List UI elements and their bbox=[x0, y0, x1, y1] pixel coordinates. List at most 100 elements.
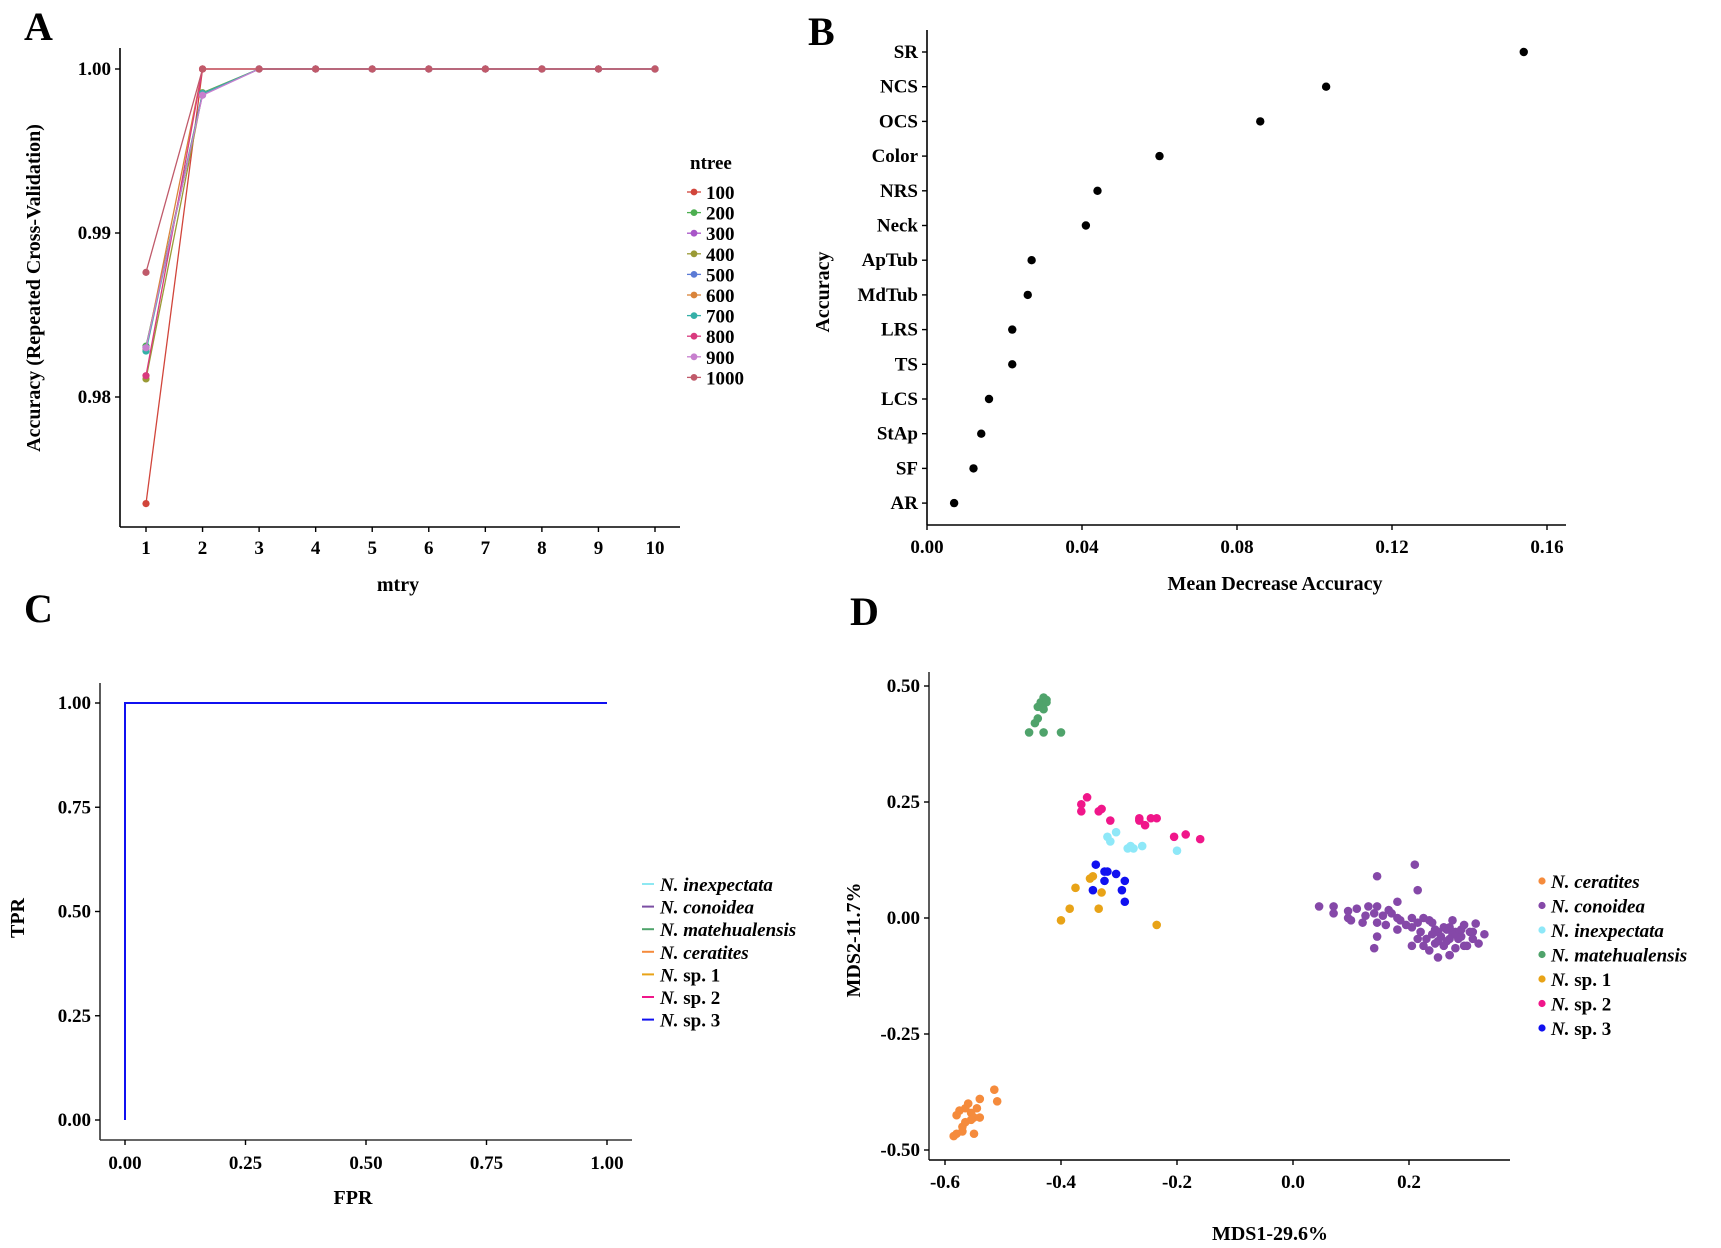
legend-genus: N. bbox=[659, 1011, 678, 1032]
y-axis-title: Accuracy bbox=[812, 251, 834, 332]
y-tick-label: StAp bbox=[877, 424, 918, 445]
mds-point-conoidea bbox=[1361, 911, 1370, 920]
mds-point-sp-2 bbox=[1082, 793, 1092, 802]
mds-point-conoidea bbox=[1462, 941, 1472, 951]
legend-epithet: matehualensis bbox=[683, 920, 796, 941]
data-point-ntree-1000 bbox=[538, 65, 546, 73]
mds-point-inexpectata bbox=[1137, 841, 1147, 851]
mds-point-conoidea bbox=[1329, 909, 1338, 918]
y-tick-label: Neck bbox=[877, 216, 919, 237]
mds-point-conoidea bbox=[1410, 860, 1420, 869]
y-tick-label: 0.99 bbox=[78, 223, 111, 244]
legend-label: 200 bbox=[706, 204, 735, 225]
axes: -0.6 -0.4 -0.2 0.0 0.2 -0.50 -0.25 0.00 0.25 0.50 bbox=[880, 672, 1510, 1193]
mds-point-sp-3 bbox=[1120, 876, 1130, 886]
importance-point-aptub bbox=[1027, 256, 1036, 265]
data-point-ntree-1000 bbox=[312, 65, 320, 73]
x-tick-label: 0.04 bbox=[1065, 537, 1099, 558]
x-tick-label: 10 bbox=[646, 538, 665, 559]
legend-label: N. inexpectata bbox=[659, 875, 773, 896]
legend-genus: N. bbox=[659, 965, 678, 986]
legend-key-dot bbox=[690, 250, 698, 258]
mds-point-conoidea bbox=[1393, 925, 1402, 934]
data-point-ntree-1000 bbox=[198, 65, 207, 73]
plot-area bbox=[124, 702, 607, 1120]
legend-genus: N. bbox=[1550, 897, 1569, 918]
legend-label: N. matehualensis bbox=[659, 920, 796, 941]
legend-key-dot bbox=[1538, 975, 1546, 983]
mds-point-conoidea bbox=[1474, 939, 1483, 948]
x-tick-label: 0.2 bbox=[1397, 1172, 1421, 1193]
y-tick-label: LRS bbox=[881, 320, 918, 341]
legend-title: ntree bbox=[690, 153, 732, 174]
legend-key-dot bbox=[690, 374, 698, 381]
y-axis-title: MDS2-11.7% bbox=[843, 883, 865, 998]
mds-point-ceratites bbox=[963, 1099, 973, 1108]
y-tick-label: Color bbox=[872, 146, 919, 167]
mds-point-conoidea bbox=[1352, 904, 1362, 914]
y-tick-label: OCS bbox=[879, 111, 918, 132]
axes: 1 2 3 4 5 6 7 8 9 10 0.98 0.99 1.00 bbox=[78, 48, 680, 559]
importance-point-neck bbox=[1081, 221, 1091, 230]
mds-point-sp-3 bbox=[1117, 885, 1127, 895]
mds-point-ceratites bbox=[958, 1122, 967, 1132]
x-tick-label: 0.0 bbox=[1281, 1172, 1305, 1193]
legend-epithet: matehualensis bbox=[1574, 946, 1687, 967]
mds-point-ceratites bbox=[990, 1085, 999, 1094]
mds-point-sp-1 bbox=[1088, 871, 1098, 881]
mds-point-conoidea bbox=[1413, 885, 1422, 895]
mds-point-sp-2 bbox=[1181, 830, 1190, 839]
mds-point-sp-3 bbox=[1088, 885, 1098, 895]
legend-label: N. ceratites bbox=[1550, 872, 1640, 893]
mds-point-conoidea bbox=[1471, 919, 1480, 928]
mds-point-ceratites bbox=[969, 1129, 979, 1139]
x-axis-title: FPR bbox=[334, 1187, 373, 1209]
mds-point-conoidea bbox=[1454, 934, 1463, 944]
roc-curve-matehualensis bbox=[124, 702, 607, 1120]
legend-epithet: sp. 2 bbox=[683, 988, 720, 1009]
y-tick-label: 0.00 bbox=[887, 908, 920, 929]
mds-point-sp-2 bbox=[1195, 834, 1205, 844]
legend-key-dot bbox=[1538, 1024, 1546, 1032]
mds-point-conoidea bbox=[1314, 902, 1324, 911]
mds-point-sp-3 bbox=[1091, 860, 1101, 869]
legend-label: N. matehualensis bbox=[1550, 946, 1687, 967]
mds-point-conoidea bbox=[1422, 934, 1431, 944]
mds-point-conoidea bbox=[1358, 918, 1367, 927]
importance-point-ts bbox=[1008, 360, 1017, 369]
series-line-ntree-900 bbox=[145, 68, 655, 348]
x-axis-title: Mean Decrease Accuracy bbox=[1167, 573, 1382, 595]
legend-label: N. conoidea bbox=[659, 898, 754, 919]
legend-label: N. sp. 3 bbox=[1550, 1019, 1611, 1040]
mds-point-conoidea bbox=[1343, 906, 1353, 916]
plot-area bbox=[949, 47, 1528, 508]
series-line-ntree-300 bbox=[145, 68, 655, 348]
mds-point-sp-2 bbox=[1169, 832, 1179, 842]
legend-key-dot bbox=[690, 332, 698, 340]
importance-point-ocs bbox=[1256, 117, 1265, 126]
legend-label: 800 bbox=[706, 327, 735, 348]
legend-genus: N. bbox=[659, 943, 678, 964]
mds-point-conoidea bbox=[1451, 943, 1460, 953]
y-tick-label: 0.25 bbox=[887, 792, 920, 813]
mds-point-conoidea bbox=[1445, 950, 1454, 960]
legend-label: 600 bbox=[706, 286, 735, 307]
importance-point-sr bbox=[1519, 47, 1528, 57]
mds-point-conoidea bbox=[1407, 913, 1417, 923]
x-tick-label: 0.00 bbox=[910, 537, 943, 558]
legend-label: N. sp. 2 bbox=[659, 988, 720, 1009]
x-tick-label: 7 bbox=[481, 538, 491, 559]
series-line-ntree-200 bbox=[145, 68, 655, 347]
legend-label: N. sp. 2 bbox=[1550, 995, 1611, 1016]
legend-key-dot bbox=[1538, 926, 1546, 934]
mds-point-sp-1 bbox=[1065, 904, 1074, 914]
mds-point-conoidea bbox=[1448, 916, 1457, 925]
x-tick-label: 1.00 bbox=[590, 1153, 623, 1174]
mds-point-matehualensis bbox=[1039, 704, 1048, 714]
legend-key-dot bbox=[1538, 950, 1546, 959]
mds-point-conoidea bbox=[1346, 916, 1356, 925]
